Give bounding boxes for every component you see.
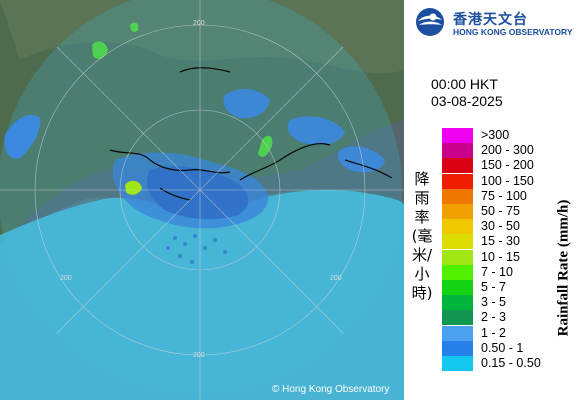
legend-swatch	[442, 173, 473, 189]
legend-row: 50 - 75	[442, 204, 564, 219]
range-ring-label: 200	[330, 275, 342, 282]
legend-label: 50 - 75	[481, 204, 520, 218]
legend-row: 1 - 2	[442, 325, 564, 341]
legend-label: 2 - 3	[481, 310, 507, 325]
legend-title-english-wrap: Rainfall Rate (mm/h)	[554, 168, 574, 368]
legend-label: 0.50 - 1	[481, 340, 524, 355]
legend-row: 100 - 150	[442, 173, 564, 189]
radar-map-image: 200 200 200 200	[0, 0, 404, 400]
legend-swatch	[442, 325, 473, 341]
legend-label: 30 - 50	[481, 219, 520, 234]
legend-row: 0.15 - 0.50	[442, 356, 564, 371]
legend-row: 75 - 100	[442, 188, 564, 204]
range-ring-label: 200	[60, 275, 72, 282]
legend-label: 5 - 7	[481, 280, 507, 294]
logo-english-text: HONG KONG OBSERVATORY	[453, 27, 573, 37]
legend-title-chinese: 降雨率(毫米/小時)	[411, 170, 433, 302]
legend-swatch	[442, 280, 473, 295]
legend-label: 10 - 15	[481, 249, 520, 264]
legend-swatch	[442, 249, 473, 265]
legend-label: 1 - 2	[481, 325, 507, 340]
legend-swatch	[442, 128, 473, 143]
legend-swatch	[442, 295, 473, 311]
legend-label: 15 - 30	[481, 234, 520, 249]
legend-label: 3 - 5	[481, 295, 507, 310]
legend-label: 0.15 - 0.50	[481, 356, 541, 370]
legend-swatch	[442, 234, 473, 250]
range-ring-label: 200	[193, 352, 205, 359]
legend-row: 150 - 200	[442, 158, 564, 174]
legend-label: 75 - 100	[481, 188, 527, 203]
legend-label: 150 - 200	[481, 158, 534, 173]
legend-row: 0.50 - 1	[442, 340, 564, 356]
legend-swatch	[442, 188, 473, 204]
legend-swatch	[442, 158, 473, 174]
copyright-text: © Hong Kong Observatory	[272, 384, 390, 395]
legend-row: >300	[442, 128, 564, 143]
legend-swatch	[442, 219, 473, 235]
legend-row: 10 - 15	[442, 249, 564, 265]
legend-swatch	[442, 204, 473, 219]
legend-row: 3 - 5	[442, 295, 564, 311]
legend-row: 7 - 10	[442, 264, 564, 280]
legend-swatch	[442, 264, 473, 280]
logo-chinese-text: 香港天文台	[453, 12, 528, 28]
legend-row: 15 - 30	[442, 234, 564, 250]
legend-label: >300	[481, 128, 510, 142]
legend-swatch	[442, 340, 473, 356]
legend-row: 30 - 50	[442, 219, 564, 235]
hko-logo: 香港天文台 HONG KONG OBSERVATORY	[414, 6, 574, 38]
legend-label: 7 - 10	[481, 264, 513, 279]
legend-title-english: Rainfall Rate (mm/h)	[555, 199, 572, 337]
legend-swatch	[442, 310, 473, 326]
hko-emblem-icon	[416, 8, 444, 36]
legend-panel: 香港天文台 HONG KONG OBSERVATORY 00:00 HKT 03…	[404, 0, 577, 400]
radar-time: 00:00 HKT	[431, 76, 498, 92]
legend-row: 2 - 3	[442, 310, 564, 326]
legend-row: 5 - 7	[442, 280, 564, 295]
radar-map[interactable]: 200 200 200 200 © Hong Kong Observatory	[0, 0, 404, 400]
range-ring-label: 200	[193, 20, 205, 27]
legend-swatch	[442, 143, 473, 159]
legend-row: 200 - 300	[442, 143, 564, 159]
radar-date: 03-08-2025	[431, 93, 503, 109]
legend-swatch	[442, 356, 473, 371]
legend-label: 100 - 150	[481, 173, 534, 188]
legend-label: 200 - 300	[481, 143, 534, 158]
